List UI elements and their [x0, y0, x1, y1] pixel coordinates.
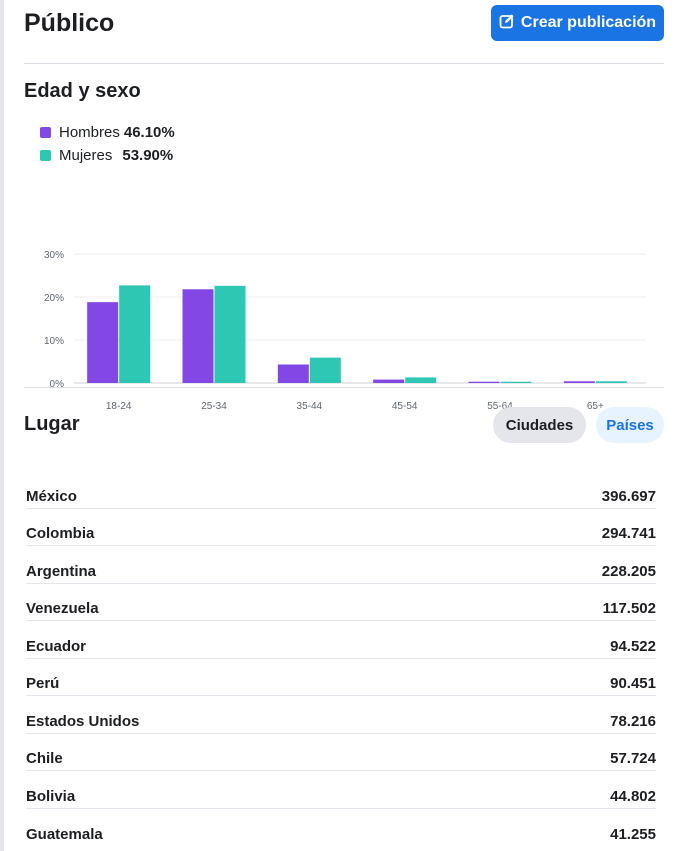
country-row: Estados Unidos 78.216	[26, 697, 656, 734]
legend-label-men: Hombres	[59, 124, 120, 141]
country-name: Guatemala	[26, 826, 103, 843]
tab-countries[interactable]: Países	[596, 407, 664, 443]
country-value: 57.724	[610, 750, 656, 767]
chart-legend: Hombres 46.10% Mujeres 53.90%	[40, 121, 175, 167]
bar-women-25-34	[214, 285, 246, 383]
bar-women-18-24	[119, 285, 151, 383]
country-row: Colombia 294.741	[26, 510, 656, 546]
x-tick-label: 45-54	[392, 401, 418, 412]
country-row: México 396.697	[26, 472, 656, 509]
bar-women-45-54	[405, 377, 437, 383]
bar-men-35-44	[277, 364, 309, 383]
country-value: 44.802	[610, 787, 656, 805]
bar-men-25-34	[182, 289, 214, 383]
page-header: Público Crear publicación	[24, 0, 664, 64]
legend-item-women: Mujeres 53.90%	[40, 144, 175, 167]
age-gender-title: Edad y sexo	[24, 80, 141, 102]
bar-men-55-64	[468, 381, 500, 383]
create-post-label: Crear publicación	[520, 14, 657, 31]
legend-item-men: Hombres 46.10%	[40, 121, 175, 144]
country-value: 117.502	[602, 600, 656, 617]
country-name: Ecuador	[26, 637, 87, 655]
legend-pct-men: 46.10%	[123, 124, 175, 141]
age-gender-section: Edad y sexo Hombres 46.10% Mujeres 53.90…	[24, 64, 664, 412]
country-name: Chile	[26, 750, 63, 767]
tab-cities[interactable]: Ciudades	[493, 407, 586, 443]
country-name: Colombia	[26, 525, 95, 542]
country-value: 228.205	[601, 562, 656, 580]
age-gender-chart: 0% 10% 20% 30% 18-24 25-34 35-44 45-54 55-64 65+	[44, 250, 646, 412]
x-tick-label: 55-64	[487, 401, 513, 412]
legend-swatch-women	[40, 150, 51, 161]
location-header: Lugar Ciudades Países	[24, 388, 664, 466]
y-tick-label: 20%	[44, 293, 64, 304]
country-value: 90.451	[610, 675, 656, 692]
country-row: Ecuador 94.522	[26, 622, 656, 659]
x-tick-label: 18-24	[106, 401, 132, 412]
y-tick-label: 0%	[50, 379, 65, 390]
country-name: México	[26, 487, 77, 505]
audience-panel: Público Crear publicación Edad y sexo Ho…	[24, 0, 664, 466]
country-row: Venezuela 117.502	[26, 585, 656, 621]
page-title: Público	[24, 9, 115, 37]
country-row: Guatemala 41.255	[26, 810, 656, 847]
bar-women-55-64	[500, 381, 532, 383]
bar-men-18-24	[87, 302, 119, 383]
country-value: 41.255	[610, 826, 656, 843]
y-tick-label: 30%	[44, 250, 64, 261]
legend-label-women: Mujeres	[59, 147, 113, 164]
y-tick-label: 10%	[44, 336, 64, 347]
country-value: 94.522	[610, 637, 656, 655]
country-name: Perú	[26, 675, 60, 692]
country-row: Argentina 228.205	[26, 547, 656, 584]
bar-women-35-44	[309, 357, 341, 383]
country-name: Argentina	[26, 562, 97, 580]
create-post-button[interactable]: Crear publicación	[491, 5, 664, 41]
legend-swatch-men	[40, 127, 51, 138]
country-value: 396.697	[601, 487, 656, 505]
edit-icon	[499, 13, 515, 34]
location-section: Lugar Ciudades Países	[24, 388, 664, 466]
legend-pct-women: 53.90%	[122, 147, 174, 164]
country-row: Perú 90.451	[26, 660, 656, 696]
bar-women-65+	[595, 381, 627, 383]
x-tick-label: 65+	[587, 401, 604, 412]
country-row: Bolivia 44.802	[26, 772, 656, 809]
country-value: 294.741	[601, 525, 656, 542]
country-row: Chile 57.724	[26, 735, 656, 771]
country-name: Estados Unidos	[26, 712, 140, 730]
bar-men-45-54	[373, 379, 405, 383]
x-tick-label: 35-44	[297, 401, 323, 412]
bar-men-65+	[563, 381, 595, 383]
location-title: Lugar	[24, 413, 80, 435]
country-value: 78.216	[610, 712, 656, 730]
country-name: Venezuela	[26, 600, 99, 617]
country-list: México 396.697 Colombia 294.741 Argentina 228…	[26, 472, 656, 847]
left-rail	[0, 0, 4, 851]
x-tick-label: 25-34	[201, 401, 227, 412]
country-name: Bolivia	[26, 787, 76, 805]
